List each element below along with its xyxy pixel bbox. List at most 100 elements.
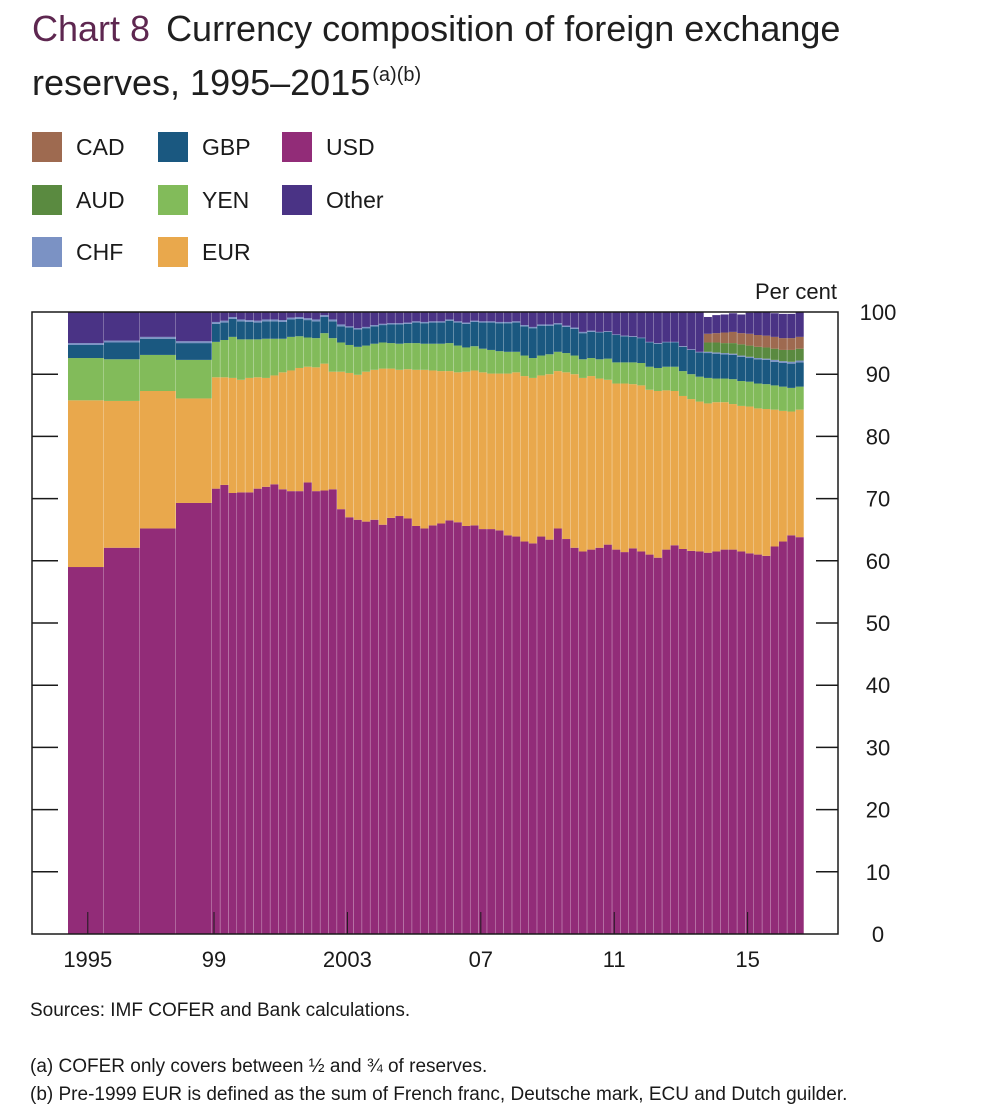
bar-segment-usd <box>362 521 371 934</box>
bar-segment-chf <box>753 358 763 360</box>
bar-segment-gbp <box>228 318 238 337</box>
bar-segment-cad <box>795 336 804 349</box>
bar-segment-eur <box>140 390 176 529</box>
bar-segment-eur <box>320 363 329 491</box>
bar-segment-other <box>445 312 454 320</box>
bar-segment-usd <box>378 524 388 934</box>
bar-segment-usd <box>278 489 288 934</box>
bar-segment-gbp <box>778 363 788 387</box>
bar-segment-usd <box>470 525 479 934</box>
bar-segment-eur <box>462 371 471 526</box>
bar-segment-yen <box>104 359 140 401</box>
bar-segment-other <box>745 312 754 334</box>
bar-segment-other <box>253 312 263 321</box>
bar-segment-chf <box>745 356 754 359</box>
bar-segment-other <box>728 313 738 332</box>
bar-segment-other <box>537 312 546 325</box>
bar-segment-yen <box>370 343 379 370</box>
bar-segment-chf <box>445 319 454 321</box>
bar-segment-yen <box>362 345 371 372</box>
bar-segment-eur <box>303 366 313 483</box>
bar-segment-cad <box>703 333 713 343</box>
bar-segment-eur <box>420 369 429 529</box>
bar-segment-gbp <box>695 352 704 377</box>
bar-segment-usd <box>353 519 363 934</box>
bar-segment-chf <box>176 341 212 344</box>
bar-segment-eur <box>537 375 546 537</box>
bar-segment-other <box>595 312 604 332</box>
bar-segment-other <box>587 312 596 331</box>
bar-segment-chf <box>695 351 704 353</box>
bar-segment-usd <box>653 557 663 934</box>
bar-segment-usd <box>712 551 721 934</box>
bar-segment-aud <box>770 348 779 360</box>
y-axis-unit-label: Per cent <box>755 279 837 304</box>
bar-segment-eur <box>487 373 496 530</box>
bar-segment-usd <box>245 492 254 934</box>
bar-segment-chf <box>68 343 104 345</box>
bar-segment-gbp <box>362 328 371 346</box>
bar-segment-other <box>520 312 529 326</box>
bar-segment-gbp <box>562 326 571 354</box>
bar-segment-yen <box>687 374 696 400</box>
legend-swatch-chf <box>32 237 62 267</box>
bar-segment-other <box>495 312 504 322</box>
bar-segment-yen <box>403 343 413 370</box>
bar-segment-eur <box>68 400 104 568</box>
x-tick-label: 1995 <box>63 947 112 972</box>
bar-segment-aud <box>712 342 721 353</box>
bar-segment-eur <box>328 371 338 490</box>
bar-segment-chf <box>287 317 296 320</box>
bar-segment-chf <box>603 331 613 332</box>
bar-segment-usd <box>545 539 554 934</box>
bar-segment-aud <box>737 344 746 356</box>
bar-segment-gbp <box>570 328 579 356</box>
legend-item-cad: CAD <box>32 130 125 164</box>
bar-segment-usd <box>228 493 238 934</box>
bar-segment-eur <box>553 371 563 529</box>
title-text-1: Currency composition of foreign exchange <box>166 8 841 49</box>
bar-segment-chf <box>553 323 563 325</box>
bar-segment-usd <box>104 547 140 934</box>
bar-segment-other <box>295 312 304 317</box>
bar-segment-yen <box>68 358 104 401</box>
bar-segment-eur <box>645 389 654 555</box>
bar-segment-chf <box>770 359 779 362</box>
bar-segment-aud <box>762 347 771 359</box>
y-tick-label: 50 <box>866 611 890 636</box>
bar-segment-yen <box>762 384 771 410</box>
bar-segment-chf <box>528 326 538 329</box>
bar-segment-other <box>403 312 413 323</box>
y-tick-label: 80 <box>866 424 890 449</box>
bar-segment-yen <box>245 339 254 378</box>
bar-segment-other <box>395 312 404 324</box>
bar-segment-usd <box>437 523 446 934</box>
bar-segment-chf <box>620 335 629 337</box>
bar-segment-gbp <box>270 321 279 339</box>
bar-segment-aud <box>703 342 713 352</box>
bar-segment-gbp <box>420 323 429 344</box>
bar-segment-gbp <box>728 354 738 380</box>
bar-segment-other <box>545 312 554 325</box>
bar-segment-chf <box>662 341 671 343</box>
bar-segment-eur <box>403 369 413 519</box>
bar-segment-yen <box>595 359 604 379</box>
bar-segment-other <box>737 314 746 334</box>
bar-segment-chf <box>787 361 796 364</box>
bar-segment-yen <box>678 371 688 396</box>
bar-segment-usd <box>687 550 696 934</box>
bar-segment-eur <box>587 376 596 550</box>
y-tick-label: 20 <box>866 798 890 823</box>
bar-segment-eur <box>637 385 646 552</box>
bar-segment-gbp <box>528 328 538 359</box>
bar-segment-yen <box>412 343 421 370</box>
legend-swatch-eur <box>158 237 188 267</box>
bar-segment-usd <box>512 536 521 934</box>
bar-segment-cad <box>737 333 746 345</box>
bar-segment-other <box>104 312 140 341</box>
bar-segment-eur <box>495 373 504 531</box>
bar-segment-eur <box>278 372 288 490</box>
bar-segment-usd <box>237 492 246 934</box>
bar-segment-chf <box>437 321 446 323</box>
bar-segment-other <box>270 312 279 320</box>
